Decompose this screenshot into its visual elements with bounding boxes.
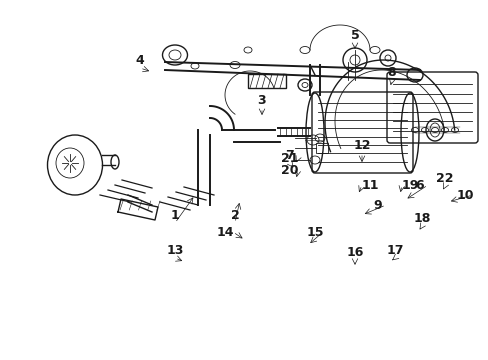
- Bar: [315, 143, 327, 153]
- Bar: [247, 74, 285, 88]
- Text: 17: 17: [386, 243, 403, 256]
- Text: 14: 14: [216, 225, 233, 239]
- Text: 6: 6: [415, 179, 424, 192]
- Text: 19: 19: [401, 179, 418, 192]
- Text: 1: 1: [170, 208, 179, 221]
- Text: 21: 21: [281, 152, 298, 165]
- Text: 11: 11: [361, 179, 378, 192]
- Text: 20: 20: [281, 163, 298, 176]
- Text: 4: 4: [135, 54, 144, 67]
- Text: 5: 5: [350, 28, 359, 41]
- Text: 7: 7: [285, 149, 294, 162]
- Text: 16: 16: [346, 246, 363, 258]
- Text: 8: 8: [387, 66, 395, 78]
- Text: 22: 22: [435, 171, 453, 185]
- Text: 9: 9: [373, 198, 382, 212]
- Text: 15: 15: [305, 225, 323, 239]
- Text: 13: 13: [166, 243, 183, 256]
- Text: 2: 2: [230, 208, 239, 221]
- Text: 10: 10: [455, 189, 473, 202]
- Text: 3: 3: [257, 94, 266, 107]
- Text: 12: 12: [352, 139, 370, 152]
- Text: 18: 18: [412, 212, 430, 225]
